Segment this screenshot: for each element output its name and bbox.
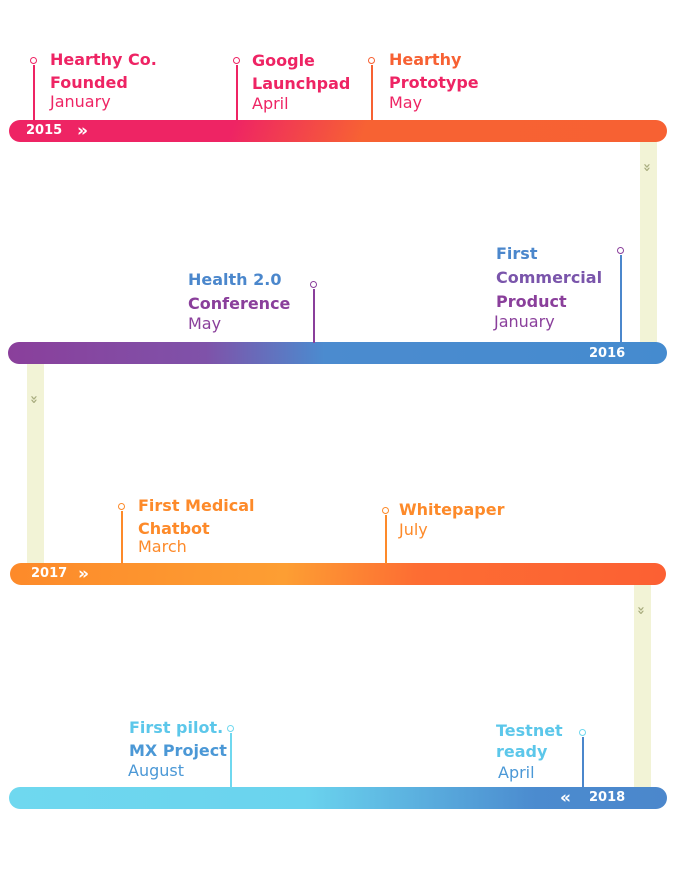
timeline-bar-2018: ‹‹ 2018 (9, 787, 667, 809)
event-title: Google (252, 51, 315, 70)
event-pin (620, 255, 622, 343)
event-pin (313, 289, 315, 343)
event-marker-dot (118, 503, 125, 510)
event-testnet-ready: Testnet ready April (496, 719, 563, 783)
event-month: January (50, 92, 111, 111)
double-chevron-right-icon: ›› (78, 564, 89, 584)
year-label-2018: 2018 (589, 790, 626, 805)
event-pin (582, 737, 584, 788)
event-title: Testnet (496, 721, 563, 740)
event-month: July (399, 520, 428, 539)
event-health-conference: Health 2.0 Conference May (188, 268, 290, 334)
double-chevron-right-icon: ›› (77, 121, 88, 141)
event-title: Product (496, 292, 567, 311)
event-month: August (128, 761, 184, 780)
event-title: First (496, 244, 538, 263)
event-title: First Medical (138, 496, 255, 515)
double-chevron-left-icon: ‹‹ (560, 788, 571, 808)
event-marker-dot (579, 729, 586, 736)
event-month: May (389, 93, 423, 112)
year-label-2017: 2017 (31, 566, 68, 581)
event-first-medical-chatbot: First Medical Chatbot March (138, 494, 255, 557)
event-month: April (498, 763, 535, 782)
event-marker-dot (368, 57, 375, 64)
event-month: April (252, 94, 289, 113)
event-first-pilot: First pilot. MX Project August (128, 716, 227, 781)
event-marker-dot (30, 57, 37, 64)
year-label-2015: 2015 (26, 123, 63, 138)
event-title: Hearthy (389, 50, 462, 69)
event-whitepaper: Whitepaper July (399, 498, 504, 540)
event-marker-dot (227, 725, 234, 732)
double-chevron-down-icon: ›› (25, 395, 41, 402)
event-title: Prototype (389, 73, 479, 92)
row-connector-left: ›› (25, 364, 44, 564)
event-pin (33, 65, 35, 121)
timeline-bar-2017: 2017 ›› (10, 563, 666, 585)
event-title: MX Project (129, 741, 227, 760)
event-title: Commercial (496, 268, 603, 287)
event-month: May (188, 314, 222, 333)
event-marker-dot (617, 247, 624, 254)
event-title: ready (496, 742, 548, 761)
event-title: Founded (50, 73, 128, 92)
event-pin (236, 65, 238, 121)
event-first-commercial-product: First Commercial Product January (494, 242, 603, 332)
event-title: Launchpad (252, 74, 351, 93)
event-hearthy-prototype: Hearthy Prototype May (389, 48, 479, 113)
double-chevron-down-icon: ›› (632, 606, 648, 613)
timeline-bar-2016: 2016 (8, 342, 667, 364)
event-google-launchpad: Google Launchpad April (252, 49, 350, 114)
row-connector-right: ›› (632, 585, 651, 788)
event-marker-dot (382, 507, 389, 514)
event-title: First pilot. (129, 718, 224, 737)
event-month: January (494, 312, 555, 331)
event-pin (385, 515, 387, 564)
event-hearthy-founded: Hearthy Co. Founded January (50, 48, 157, 112)
timeline-bar-2015: 2015 ›› (9, 120, 667, 142)
event-marker-dot (233, 57, 240, 64)
event-pin (121, 511, 123, 564)
row-connector-right: ›› (638, 142, 657, 343)
year-label-2016: 2016 (589, 346, 626, 361)
event-title: Chatbot (138, 519, 210, 538)
event-title: Hearthy Co. (50, 50, 157, 69)
event-pin (371, 65, 373, 121)
event-title: Conference (188, 294, 291, 313)
event-title: Health 2.0 (188, 270, 282, 289)
event-marker-dot (310, 281, 317, 288)
event-month: March (138, 537, 187, 556)
double-chevron-down-icon: ›› (638, 163, 654, 170)
event-pin (230, 733, 232, 788)
event-title: Whitepaper (399, 500, 505, 519)
